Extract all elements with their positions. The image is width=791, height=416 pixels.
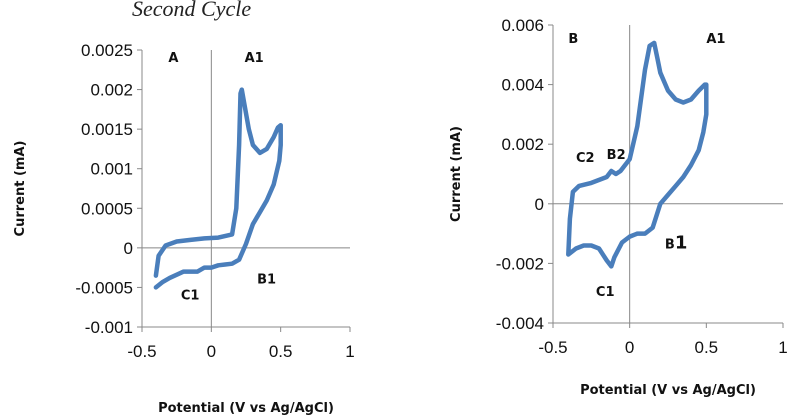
voltammogram-line [566,40,709,269]
chart-panel-a: 0.0025 0.002 0.0015 0.001 0.0005 0 -0.0005 -0.0… [13,41,355,416]
chart-panel-b: 0.006 0.004 0.002 0 -0.002 -0.004 -0.5 0 0.5 1 Pot… [449,16,788,398]
peak-label: B2 [607,148,626,163]
x-tick-label: 0.5 [269,342,293,361]
panel-letter: A [168,51,178,66]
y-tick-label: 0.0015 [81,120,133,139]
peak-label: C1 [596,285,615,300]
peak-label: C2 [576,151,595,166]
y-tick-label: 0 [535,195,544,214]
peak-label: B [568,32,578,47]
x-tick-label: 0 [207,342,216,361]
y-tick-label: 0.004 [501,76,544,95]
y-axis-title: Current (mA) [13,141,28,237]
voltammogram-line [153,87,283,290]
y-tick-label: 0.0025 [81,41,133,60]
y-tick-label: 0.006 [501,16,544,35]
x-tick-label: 0.5 [695,338,719,357]
peak-label: A1 [245,51,264,66]
x-tick-label: -0.5 [538,338,567,357]
x-tick-label: 1 [345,342,354,361]
y-tick-label: -0.0005 [75,278,133,297]
peak-label: B1 [257,272,276,287]
x-axis-title: Potential (V vs Ag/AgCl) [158,401,334,416]
page-title: Second Cycle [132,0,251,21]
peak-label: A1 [706,32,725,47]
y-tick-label: 0 [124,239,133,258]
x-tick-label: 1 [778,338,787,357]
y-tick-label: -0.004 [496,314,544,333]
y-tick-label: 0.001 [90,160,133,179]
y-axis-title: Current (mA) [449,126,464,222]
y-tick-label: 0.0005 [81,199,133,218]
x-tick-label: 0 [625,338,634,357]
y-tick-label: 0.002 [501,135,544,154]
peak-label: B1 [665,233,687,254]
x-axis-title: Potential (V vs Ag/AgCl) [580,383,756,398]
y-tick-label: -0.001 [85,318,133,337]
y-tick-label: 0.002 [90,81,133,100]
peak-label: C1 [181,288,200,303]
y-tick-label: -0.002 [496,254,544,273]
x-tick-label: -0.5 [127,342,156,361]
